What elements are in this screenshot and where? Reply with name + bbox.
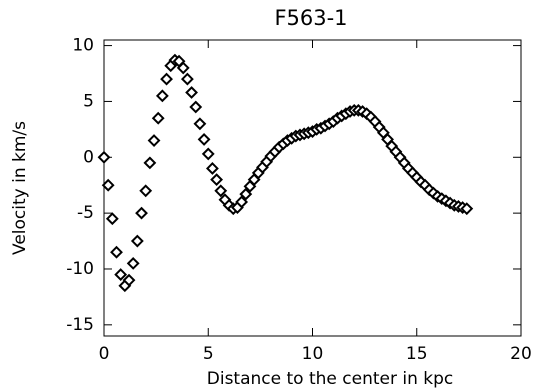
y-tick-label: -5 (77, 203, 94, 223)
data-point (122, 273, 136, 287)
x-tick-label: 15 (406, 344, 428, 364)
y-axis-title: Velocity in km/s (10, 121, 30, 255)
data-point (110, 245, 123, 259)
data-point (97, 150, 111, 164)
data-point (460, 202, 474, 216)
data-point (235, 195, 249, 209)
data-point (189, 100, 203, 114)
data-point (155, 89, 169, 103)
data-point (201, 147, 215, 161)
data-point (193, 117, 207, 131)
data-point (105, 212, 119, 226)
data-point (139, 184, 153, 198)
data-point (101, 178, 115, 192)
data-point (147, 134, 161, 147)
data-point (176, 61, 190, 75)
data-point (135, 206, 148, 220)
data-point (206, 162, 219, 175)
data-point (126, 256, 140, 270)
y-tick-label: 0 (83, 147, 94, 167)
data-point (185, 86, 198, 99)
chart-title: F563-1 (274, 6, 347, 30)
data-point (160, 72, 173, 86)
data-point (210, 173, 224, 187)
x-tick-label: 20 (510, 344, 532, 364)
data-point (180, 72, 194, 86)
data-point (239, 187, 253, 201)
y-tick-label: -10 (66, 259, 94, 279)
data-point (114, 268, 128, 281)
x-tick-label: 0 (99, 344, 110, 364)
x-tick-label: 10 (302, 344, 324, 364)
y-tick-label: -15 (66, 315, 94, 335)
x-tick-label: 5 (203, 344, 214, 364)
data-point (151, 111, 165, 125)
y-tick-label: 5 (83, 91, 94, 111)
data-point (214, 184, 228, 198)
x-axis-title: Distance to the center in kpc (207, 369, 454, 389)
data-point (197, 132, 211, 146)
data-point (143, 156, 157, 170)
y-tick-label: 10 (72, 36, 94, 56)
data-point (130, 234, 144, 248)
